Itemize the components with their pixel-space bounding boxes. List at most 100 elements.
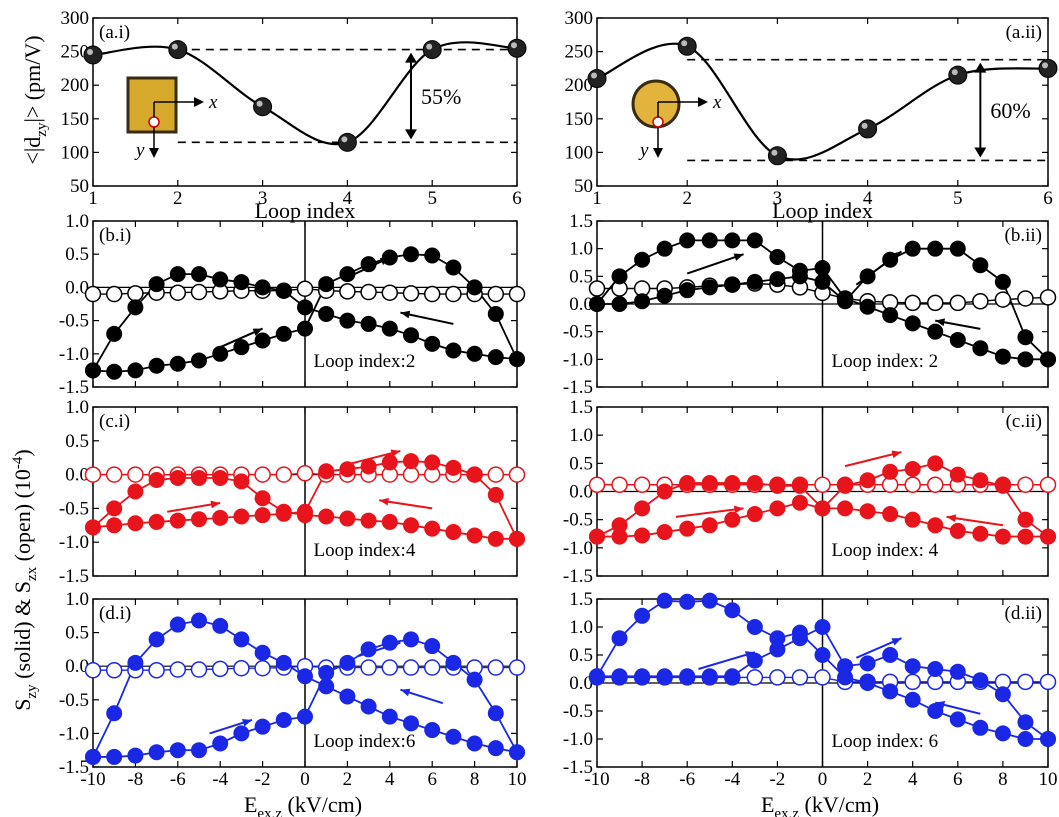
direction-arrow-head — [390, 449, 401, 457]
solid-data-point — [972, 340, 989, 357]
y-tick-label: 250 — [565, 42, 594, 63]
solid-data-point — [724, 511, 741, 528]
open-data-point — [169, 661, 187, 678]
solid-data-point — [148, 513, 165, 530]
solid-data-point — [254, 332, 271, 349]
y-tick-label: -1.5 — [59, 377, 89, 398]
solid-data-point — [949, 663, 966, 680]
loop-index-label: Loop index: 4 — [832, 540, 939, 561]
origin-marker — [148, 116, 160, 128]
open-data-point — [611, 476, 628, 493]
x-tick-label: 10 — [1039, 769, 1058, 790]
solid-data-point — [318, 508, 335, 525]
x-tick-label: 4 — [343, 188, 353, 209]
solid-data-point — [381, 320, 398, 337]
shared-ylabel: Szy (solid) & Szx (open) (10-4) — [10, 449, 40, 710]
solid-data-point — [169, 266, 186, 283]
solid-data-point — [724, 668, 741, 685]
x-axis-title: Loop index — [772, 198, 873, 223]
open-data-point — [1017, 476, 1034, 493]
y-tick-label: 1.0 — [569, 425, 593, 446]
solid-data-point — [882, 463, 899, 480]
solid-data-point — [318, 664, 335, 681]
open-data-point — [84, 661, 102, 679]
solid-data-point — [191, 352, 207, 369]
open-data-point — [402, 659, 420, 676]
solid-data-point — [424, 247, 441, 264]
direction-arrow — [946, 515, 1004, 527]
solid-data-point — [148, 276, 165, 293]
solid-data-point — [487, 530, 504, 547]
y-tick-label: 1.5 — [569, 589, 593, 610]
x-tick-label: -2 — [255, 769, 271, 790]
x-tick-label: 3 — [258, 188, 268, 209]
origin-marker — [652, 116, 664, 128]
open-data-point — [1039, 673, 1057, 691]
solid-data-point — [769, 500, 786, 517]
solid-data-point — [466, 466, 483, 483]
solid-data-point — [403, 453, 419, 470]
data-point-highlight — [591, 72, 597, 79]
x-tick-label: 1 — [592, 188, 602, 209]
solid-data-point — [466, 345, 483, 362]
solid-data-point — [589, 296, 605, 312]
solid-data-point — [466, 735, 483, 752]
solid-data-point — [169, 616, 186, 633]
y-tick-label: 150 — [565, 109, 594, 130]
solid-data-point — [859, 503, 876, 520]
solid-data-point — [611, 517, 628, 534]
direction-arrow — [675, 507, 744, 518]
open-data-point — [423, 285, 441, 303]
panel-label: (d.i) — [99, 603, 131, 624]
solid-data-point — [1017, 511, 1034, 528]
solid-data-point — [233, 339, 250, 356]
solid-data-point — [360, 512, 377, 529]
direction-arrow-head — [400, 310, 411, 319]
inset-arrow — [149, 148, 159, 158]
solid-data-point — [191, 742, 207, 759]
solid-data-point — [656, 287, 673, 304]
open-data-point — [633, 476, 651, 493]
solid-data-point — [148, 744, 165, 761]
data-point-highlight — [426, 43, 433, 50]
solid-data-point — [769, 248, 786, 265]
direction-arrow-head — [891, 450, 902, 459]
y-tick-label: 250 — [61, 42, 90, 63]
solid-data-point — [589, 528, 605, 545]
open-data-point — [169, 284, 187, 301]
solid-data-point — [634, 527, 651, 544]
percent-annotation: 55% — [421, 84, 461, 109]
solid-data-point — [701, 475, 718, 492]
x-tick-label: 4 — [863, 188, 873, 209]
x-tick-label: -4 — [212, 769, 228, 790]
solid-data-point — [656, 524, 673, 541]
data-point — [1038, 58, 1058, 78]
solid-data-point — [509, 744, 525, 761]
solid-data-point — [445, 259, 462, 276]
solid-data-point — [927, 323, 944, 340]
solid-data-point — [994, 477, 1011, 494]
inset-arrow — [653, 148, 663, 158]
solid-data-point — [1017, 351, 1034, 368]
solid-data-point — [233, 274, 250, 291]
solid-data-point — [949, 240, 966, 257]
x-tick-label: 1 — [88, 188, 98, 209]
solid-data-point — [656, 240, 673, 257]
solid-data-point — [445, 524, 462, 541]
bottom-xlabel-right: Eex,z (kV/cm) — [761, 792, 879, 817]
solid-data-point — [994, 273, 1011, 290]
direction-arrow-head — [891, 251, 902, 261]
open-data-point — [127, 285, 144, 302]
panel-d-ii: -1.5 -1.0 -0.5 0.0 0.5 1.0 1.5 -10 -8 -6 -4 -2 0 2 4 6 8… — [563, 589, 1058, 790]
open-data-point — [148, 661, 165, 679]
solid-data-point — [254, 718, 271, 735]
x-tick-label: -10 — [80, 769, 105, 790]
solid-data-point — [339, 688, 356, 705]
y-tick-label: 0.0 — [65, 465, 89, 486]
y-tick-label: -1.0 — [563, 538, 593, 559]
open-data-point — [190, 661, 208, 678]
solid-data-point — [339, 312, 356, 329]
data-point — [422, 40, 442, 60]
solid-data-point — [837, 290, 854, 307]
open-data-point — [487, 285, 505, 303]
